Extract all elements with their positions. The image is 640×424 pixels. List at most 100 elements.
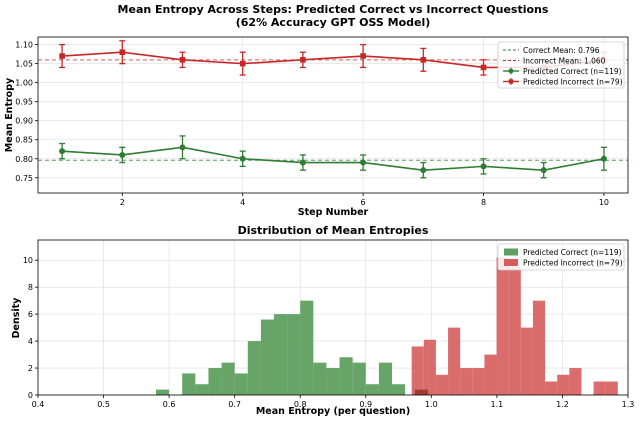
legend-swatch — [504, 248, 518, 256]
histogram-bar — [365, 384, 379, 395]
histogram-bar — [472, 368, 485, 395]
bottom-chart-title: Distribution of Mean Entropies — [238, 224, 429, 237]
bottom-y-ticks: 0 2 4 6 8 10 — [23, 256, 38, 400]
histogram-bar — [339, 357, 353, 395]
histogram-bar — [520, 327, 533, 395]
top-x-tick-label: 6 — [361, 198, 366, 207]
histogram-bar — [605, 381, 618, 395]
legend-swatch — [504, 259, 518, 266]
legend-label: Predicted Incorrect (n=79) — [523, 258, 623, 267]
legend-label: Correct Mean: 0.796 — [523, 46, 600, 55]
bottom-x-tick-label: 0.4 — [32, 400, 45, 409]
histogram-bar — [435, 374, 449, 395]
data-point — [119, 49, 126, 56]
data-point — [59, 148, 66, 155]
top-y-ticks: 0.75 0.80 0.85 0.90 0.95 1.00 1.05 1.10 — [15, 41, 38, 183]
data-point — [299, 159, 306, 166]
bottom-x-tick-label: 0.6 — [163, 400, 176, 409]
data-point — [119, 151, 126, 158]
bottom-x-axis-label: Mean Entropy (per question) — [256, 406, 410, 417]
histogram-bar — [545, 381, 558, 395]
legend-box — [497, 41, 625, 89]
histogram-bar — [352, 362, 366, 395]
bottom-x-tick-label: 1.0 — [425, 400, 438, 409]
data-point — [600, 155, 607, 162]
data-point — [480, 163, 487, 170]
bottom-x-tick-label: 0.8 — [294, 400, 307, 409]
bottom-x-tick-label: 1.1 — [491, 400, 504, 409]
top-x-tick-label: 2 — [120, 198, 125, 207]
top-x-axis-label: Step Number — [298, 207, 369, 218]
data-point — [239, 155, 246, 162]
legend-box — [497, 243, 625, 271]
histogram-bar — [532, 300, 546, 395]
top-y-tick-label: 1.10 — [15, 41, 33, 50]
data-point — [360, 53, 366, 59]
data-point — [179, 57, 186, 63]
legend-label: Predicted Correct (n=119) — [523, 67, 622, 76]
top-chart-title-line1: Mean Entropy Across Steps: Predicted Cor… — [118, 3, 549, 16]
top-x-tick-label: 8 — [481, 198, 486, 207]
histogram-bar — [234, 373, 248, 395]
bottom-x-tick-label: 0.9 — [359, 400, 372, 409]
top-y-tick-label: 0.85 — [15, 136, 33, 145]
legend-marker — [508, 79, 514, 84]
data-point — [300, 57, 306, 63]
top-chart-title-line2: (62% Accuracy GPT OSS Model) — [236, 16, 431, 29]
histogram-bars — [156, 257, 618, 395]
histogram-bar — [557, 374, 570, 395]
histogram-chart: 0.4 0.5 0.6 0.7 0.8 0.9 1.0 1.1 1.2 1.3 0 2 4 6 8 10 M… — [11, 239, 634, 417]
histogram-bar — [287, 314, 301, 395]
series-line — [62, 146, 605, 171]
data-point — [540, 167, 547, 174]
bottom-y-tick-label: 4 — [28, 337, 33, 346]
bottom-y-tick-label: 2 — [28, 364, 33, 373]
bottom-legend: Predicted Correct (n=119)Predicted Incor… — [497, 243, 625, 271]
data-point — [239, 60, 246, 67]
histogram-bar — [313, 362, 327, 395]
histogram-bar — [423, 339, 436, 395]
histogram-bar — [182, 373, 196, 395]
histogram-bar — [221, 362, 235, 395]
legend-label: Predicted Incorrect (n=79) — [523, 77, 623, 86]
bottom-x-tick-label: 1.2 — [556, 400, 569, 409]
histogram-bar — [593, 381, 606, 395]
histogram-bar — [195, 384, 209, 395]
histogram-bar — [508, 266, 521, 395]
bottom-plot-frame — [37, 239, 629, 396]
histogram-bar — [411, 346, 424, 395]
histogram-bar — [460, 368, 473, 395]
legend-label: Incorrect Mean: 1.060 — [523, 56, 606, 65]
histogram-bar — [260, 319, 274, 395]
top-plot-frame — [37, 36, 629, 194]
bottom-y-tick-label: 8 — [28, 283, 33, 292]
data-point — [360, 159, 367, 166]
histogram-bar — [484, 354, 497, 395]
data-point — [59, 53, 65, 59]
line-chart: 2 4 6 8 10 0.750.800.850.900.951.001.051.10 … — [4, 36, 629, 218]
legend-label: Predicted Correct (n=119) — [523, 248, 622, 257]
data-point — [420, 167, 427, 174]
top-y-tick-label: 1.05 — [15, 60, 33, 69]
histogram-bar — [378, 362, 392, 395]
top-y-tick-label: 1.00 — [15, 79, 33, 88]
top-y-tick-label: 0.95 — [15, 98, 33, 107]
histogram-bar — [326, 368, 340, 395]
top-y-tick-label: 0.80 — [15, 155, 33, 164]
bottom-x-tick-label: 0.5 — [97, 400, 110, 409]
histogram-bar — [274, 314, 288, 395]
histogram-bar — [496, 257, 509, 395]
top-y-tick-label: 0.75 — [15, 174, 33, 183]
histogram-bar — [392, 384, 406, 395]
bottom-y-axis-label: Density — [11, 297, 22, 339]
histogram-bar — [247, 341, 261, 395]
top-x-ticks: 2 4 6 8 10 — [120, 193, 609, 207]
top-x-tick-label: 4 — [240, 198, 245, 207]
histogram-bar — [448, 327, 461, 395]
data-point — [480, 64, 487, 71]
histogram-bar — [156, 389, 170, 395]
bottom-y-tick-label: 6 — [28, 310, 33, 319]
histogram-bar — [569, 368, 582, 395]
bottom-y-tick-label: 0 — [28, 391, 33, 400]
